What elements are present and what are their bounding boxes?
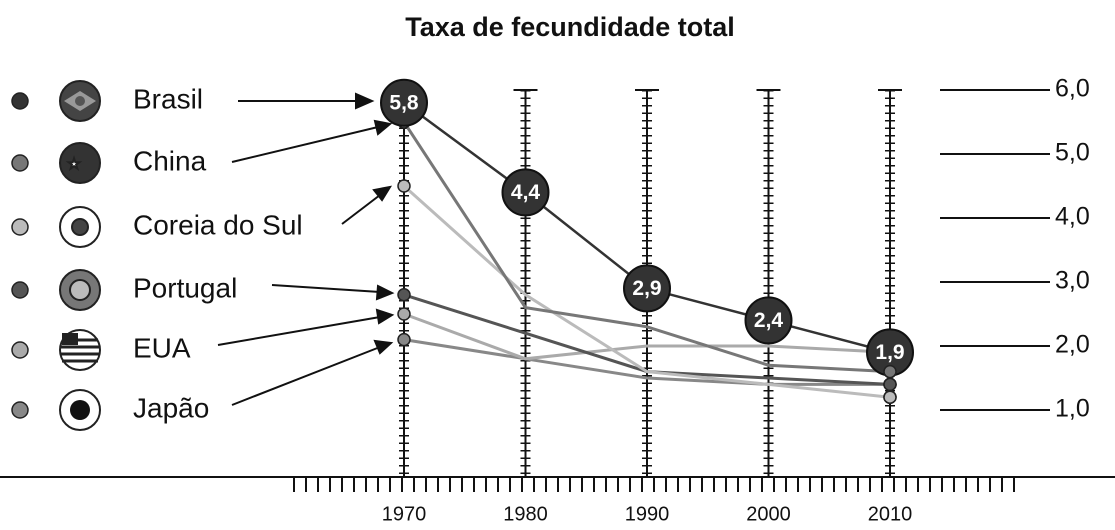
- series-line: [403, 312, 891, 361]
- x-tick-label: 2010: [868, 503, 913, 525]
- value-label: 1,9: [875, 341, 904, 364]
- point: [883, 390, 897, 404]
- x-tick-label: 1970: [382, 503, 427, 525]
- y-tick-label: 6,0: [1055, 75, 1090, 103]
- y-tick-label: 1,0: [1055, 395, 1090, 423]
- legend-marker: [11, 92, 29, 110]
- point: [397, 307, 411, 321]
- legend-label: Brasil: [133, 83, 203, 114]
- legend-arrows: [217, 92, 395, 406]
- point-bubble: [744, 296, 793, 345]
- legend-icons: ★: [59, 80, 101, 431]
- value-label: 2,4: [754, 309, 784, 332]
- legend-marker: [11, 341, 29, 359]
- legend-label: EUA: [133, 332, 191, 363]
- series-line: [403, 338, 890, 386]
- value-label: 4,4: [511, 181, 541, 204]
- point: [883, 364, 897, 379]
- y-tick-label: 4,0: [1055, 203, 1090, 231]
- point-bubble: [380, 78, 428, 127]
- y-tick-label: 3,0: [1055, 267, 1090, 295]
- value-label: 5,8: [389, 91, 419, 114]
- point: [397, 179, 411, 193]
- legend-label: Portugal: [133, 272, 237, 303]
- point: [397, 332, 411, 347]
- point-bubble: [623, 264, 671, 313]
- legend-marker: [11, 281, 29, 299]
- x-tick-label: 1990: [625, 503, 670, 525]
- y-tick-label: 2,0: [1055, 331, 1090, 359]
- legend-label: Japão: [133, 392, 209, 423]
- svg-text:★: ★: [68, 156, 81, 172]
- chart-title: Taxa de fecundidade total: [405, 12, 735, 42]
- point: [397, 288, 411, 302]
- point-bubble: [501, 168, 550, 217]
- legend-label: China: [133, 145, 207, 176]
- value-label: 2,9: [632, 277, 661, 300]
- x-tick-label: 1980: [503, 503, 548, 525]
- legend-label: Coreia do Sul: [133, 209, 303, 240]
- series-line: [402, 184, 891, 399]
- legend-marker: [11, 154, 29, 172]
- legend-marker: [11, 218, 29, 236]
- y-tick-label: 5,0: [1055, 139, 1090, 167]
- series-line: [402, 121, 891, 374]
- legend-marker: [11, 401, 29, 419]
- point: [883, 377, 897, 392]
- x-tick-label: 2000: [746, 503, 791, 525]
